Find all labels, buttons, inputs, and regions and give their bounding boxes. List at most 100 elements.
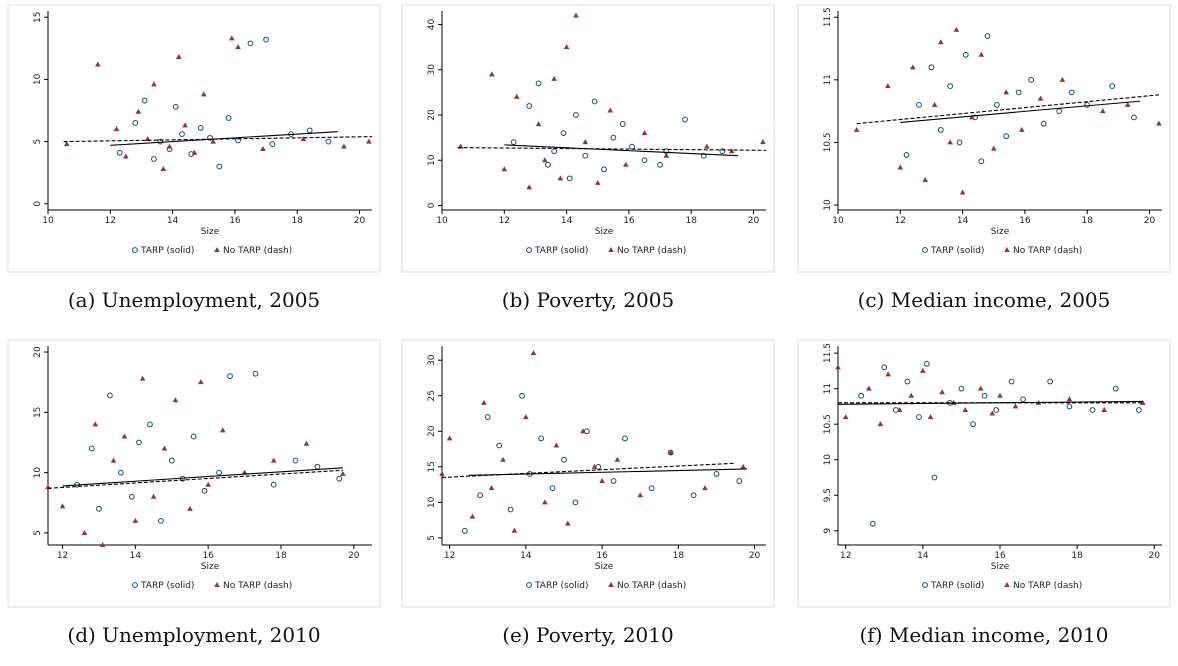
- point: [916, 101, 922, 108]
- point: [1101, 406, 1107, 412]
- point: [881, 364, 888, 371]
- point: [526, 103, 533, 109]
- point: [931, 474, 938, 481]
- point: [270, 457, 277, 463]
- point: [135, 108, 142, 114]
- point: [106, 392, 113, 399]
- point: [176, 54, 182, 60]
- y-tick-label: 10: [823, 454, 833, 466]
- point: [938, 39, 944, 45]
- point: [908, 392, 915, 398]
- legend-marker: [526, 582, 532, 588]
- legend-label: No TARP (dash): [617, 581, 686, 591]
- point: [690, 492, 697, 499]
- x-tick-label: 18: [1071, 551, 1083, 561]
- point: [904, 378, 911, 385]
- point: [227, 373, 233, 380]
- x-tick-label: 16: [994, 551, 1006, 561]
- point: [542, 499, 548, 505]
- point: [303, 440, 310, 446]
- point: [336, 475, 343, 482]
- x-tick-label: 12: [499, 216, 510, 226]
- point: [179, 131, 185, 138]
- x-tick-label: 12: [444, 551, 455, 561]
- point: [201, 487, 208, 494]
- x-axis-title: Size: [991, 562, 1010, 572]
- point: [545, 161, 551, 168]
- legend-label: TARP (solid): [140, 581, 194, 591]
- point: [937, 126, 944, 133]
- y-tick-label: 15: [427, 461, 437, 472]
- point: [157, 517, 164, 524]
- point: [477, 492, 484, 499]
- x-tick-label: 12: [895, 216, 906, 226]
- panel-frame: [401, 4, 775, 273]
- point: [610, 478, 617, 484]
- y-tick-label: 20: [33, 346, 43, 358]
- point: [885, 83, 891, 89]
- y-tick-label: 10: [33, 467, 43, 479]
- point: [1028, 76, 1035, 83]
- point: [1008, 378, 1015, 385]
- x-tick-label: 20: [354, 216, 366, 226]
- point: [110, 457, 117, 463]
- point: [182, 122, 188, 128]
- point: [566, 175, 573, 182]
- point: [637, 492, 644, 498]
- point: [1040, 120, 1047, 127]
- point: [580, 428, 586, 434]
- point: [978, 158, 985, 165]
- point: [736, 478, 743, 484]
- panel-frame: [7, 4, 381, 273]
- point: [197, 125, 204, 131]
- point: [553, 442, 560, 448]
- y-tick-label: 11.5: [823, 343, 833, 363]
- point: [216, 469, 223, 476]
- point: [956, 139, 963, 146]
- point: [663, 152, 670, 158]
- point: [123, 153, 129, 159]
- y-tick-label: 30: [427, 354, 437, 366]
- point: [128, 493, 135, 500]
- x-axis-title: Size: [201, 562, 220, 572]
- point: [984, 33, 991, 39]
- x-tick-label: 16: [229, 216, 241, 226]
- point: [981, 392, 988, 399]
- x-tick-label: 16: [1019, 216, 1031, 226]
- legend-label: TARP (solid): [534, 581, 588, 591]
- caption: (c) Median income, 2005: [858, 288, 1111, 312]
- point: [247, 40, 254, 47]
- point: [132, 120, 139, 126]
- legend-label: TARP (solid): [534, 246, 588, 256]
- point: [927, 414, 934, 420]
- legend-marker: [922, 582, 928, 588]
- point: [136, 439, 142, 446]
- point: [610, 134, 617, 141]
- point: [200, 91, 207, 97]
- fit-line: [110, 131, 338, 146]
- point: [511, 527, 518, 533]
- x-axis-title: Size: [201, 227, 220, 237]
- legend-label: TARP (solid): [930, 581, 984, 591]
- point: [269, 141, 276, 147]
- fit-line: [900, 100, 1141, 123]
- point: [535, 121, 542, 127]
- point: [535, 80, 542, 87]
- fit-line: [457, 147, 767, 151]
- panel-frame: [7, 339, 381, 608]
- x-tick-label: 10: [436, 216, 448, 226]
- x-tick-label: 20: [1144, 216, 1156, 226]
- point: [601, 166, 607, 173]
- x-tick-label: 10: [42, 216, 54, 226]
- y-tick-label: 10.5: [823, 132, 833, 152]
- point: [970, 421, 976, 428]
- legend-marker: [1004, 247, 1010, 252]
- point: [582, 152, 589, 159]
- legend-marker: [132, 582, 138, 588]
- y-tick-label: 10: [427, 496, 437, 508]
- point: [682, 116, 688, 123]
- legend-label: TARP (solid): [140, 246, 194, 256]
- point: [704, 143, 710, 149]
- point: [1156, 120, 1162, 126]
- caption: (e) Poverty, 2010: [502, 623, 673, 647]
